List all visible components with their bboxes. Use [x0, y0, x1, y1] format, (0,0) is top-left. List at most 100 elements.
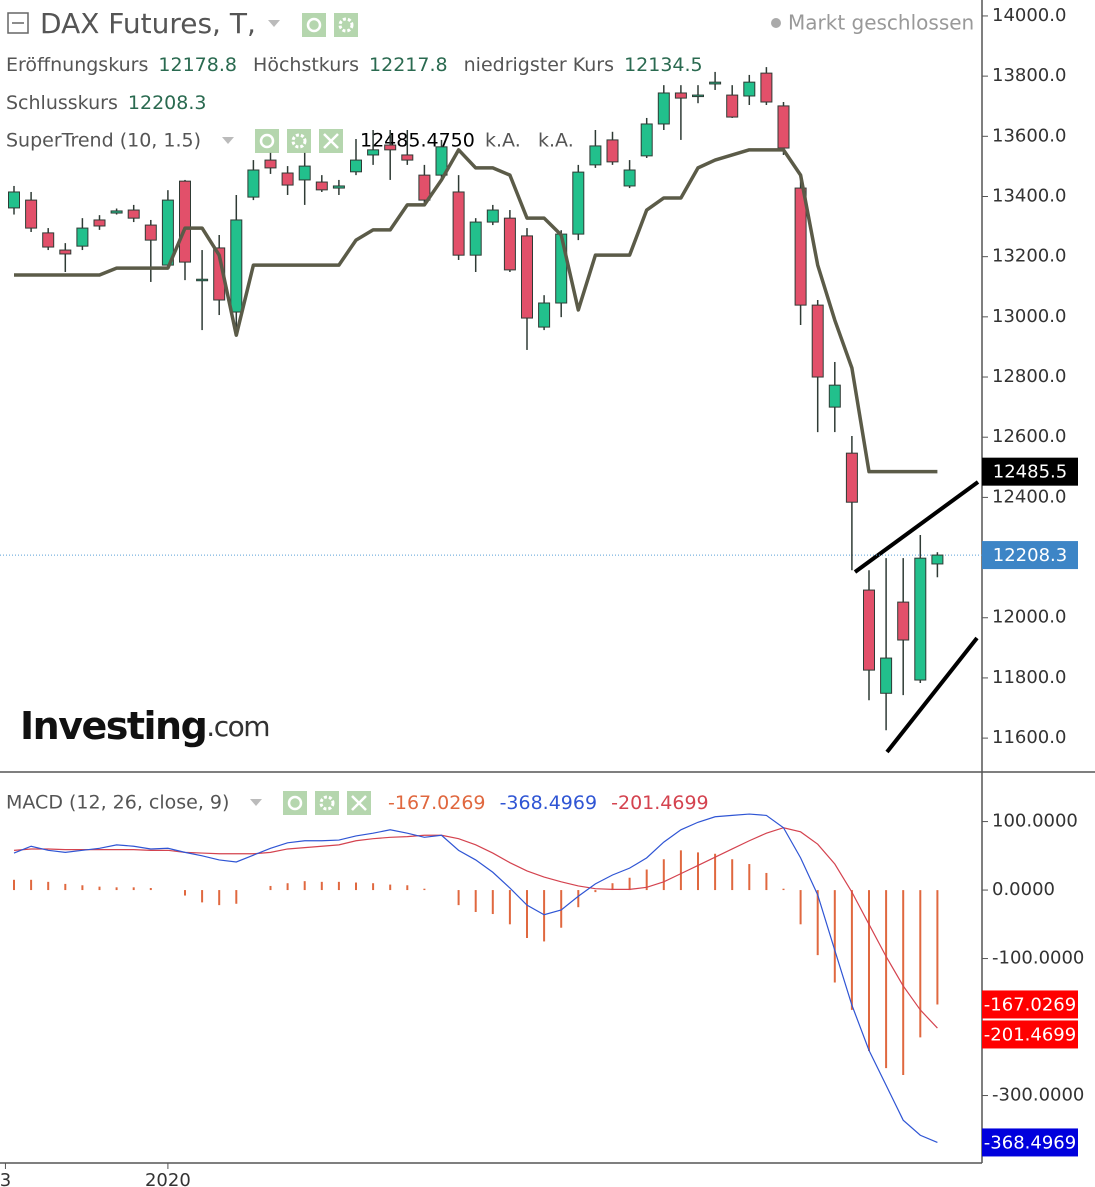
- histogram-tag-bg: [982, 990, 1078, 1019]
- y-tick-label: 12600.0: [992, 426, 1066, 447]
- settings-glyph: [338, 17, 354, 33]
- dropdown-icon[interactable]: [250, 799, 262, 806]
- candle-body: [538, 302, 551, 328]
- candle-body: [572, 171, 585, 235]
- visibility-glyph: [287, 795, 303, 811]
- low-value: 12134.5: [624, 54, 703, 76]
- macd-line: [13, 813, 938, 1144]
- high-label: Höchstkurs: [253, 54, 359, 76]
- candle-body: [657, 92, 670, 125]
- candle-body: [25, 199, 38, 229]
- market-status: Markt geschlossen: [788, 11, 974, 35]
- close-value: 12208.3: [128, 92, 207, 114]
- open-label: Eröffnungskurs: [6, 54, 148, 76]
- watermark: Investing.com: [20, 704, 269, 748]
- candle-body: [863, 589, 875, 671]
- candle-body: [8, 191, 20, 209]
- candle-body: [110, 210, 123, 214]
- supertrend-value: 12485.4750: [360, 130, 475, 152]
- candle-body: [127, 209, 140, 219]
- visibility-icon[interactable]: [302, 13, 326, 37]
- candle-body: [931, 554, 944, 565]
- trend-line[interactable]: [885, 636, 979, 754]
- y-tick-label: 13400.0: [992, 185, 1066, 206]
- supertrend-line: [14, 148, 938, 474]
- candle-body: [777, 105, 790, 149]
- candle-body: [726, 94, 739, 118]
- last-price-tag-bg: [982, 541, 1078, 570]
- histogram-value: -167.0269: [388, 792, 486, 814]
- candle-body: [503, 217, 516, 271]
- candle-body: [897, 601, 910, 641]
- close-legend: Schlusskurs 12208.3: [6, 92, 206, 114]
- supertrend-tag-bg: [982, 457, 1078, 486]
- candle-body: [589, 145, 602, 166]
- dropdown-icon[interactable]: [222, 137, 234, 144]
- candle-body: [640, 123, 653, 157]
- candle-body: [811, 304, 824, 378]
- settings-glyph: [291, 133, 307, 149]
- candle-body: [59, 249, 72, 255]
- candle-body: [247, 169, 260, 198]
- macd-tag-bg: [982, 1128, 1078, 1157]
- settings-icon[interactable]: [334, 13, 358, 37]
- candle-body: [435, 146, 448, 176]
- y-tick-label: 12800.0: [992, 366, 1066, 387]
- close-label: Schlusskurs: [6, 92, 118, 114]
- histogram-tag: -167.0269: [984, 994, 1076, 1015]
- candle-body: [880, 657, 893, 694]
- candle-body: [418, 174, 431, 201]
- visibility-icon[interactable]: [283, 791, 307, 815]
- collapse-icon[interactable]: [7, 12, 29, 34]
- candle-body: [42, 232, 55, 248]
- dropdown-icon[interactable]: [268, 20, 280, 27]
- candle-body: [332, 185, 345, 189]
- settings-icon[interactable]: [287, 129, 311, 153]
- candle-body: [281, 172, 294, 186]
- trend-line[interactable]: [853, 480, 980, 574]
- high-value: 12217.8: [369, 54, 448, 76]
- supertrend-na: k.A.: [485, 130, 521, 152]
- macd-values: -167.0269 -368.4969 -201.4699: [388, 792, 709, 814]
- candle-body: [521, 235, 533, 319]
- y-tick-label: 13800.0: [992, 65, 1066, 86]
- y-tick-label: 13600.0: [992, 125, 1066, 146]
- remove-glyph: [323, 133, 339, 149]
- y-tick-label: -300.0000: [992, 1085, 1084, 1106]
- y-tick-label: 11600.0: [992, 727, 1066, 748]
- candle-body: [743, 81, 756, 97]
- candle-body: [486, 209, 499, 223]
- y-tick-label: 13000.0: [992, 306, 1066, 327]
- candle-body: [845, 452, 858, 503]
- y-tick-label: -100.0000: [992, 948, 1084, 969]
- remove-glyph: [351, 795, 367, 811]
- candle-body: [914, 557, 927, 681]
- y-tick-label: 100.0000: [992, 811, 1078, 832]
- macd-value: -368.4969: [500, 792, 598, 814]
- signal-tag: -201.4699: [984, 1024, 1076, 1045]
- candle-body: [469, 221, 482, 256]
- y-tick-label: 0.0000: [992, 879, 1055, 900]
- y-tick-label: 12400.0: [992, 486, 1066, 507]
- watermark-brand: Investing: [20, 704, 206, 748]
- settings-icon[interactable]: [315, 791, 339, 815]
- supertrend-na: k.A.: [538, 130, 574, 152]
- signal-value: -201.4699: [611, 792, 709, 814]
- candle-body: [401, 154, 414, 161]
- settings-glyph: [319, 795, 335, 811]
- macd-legend: MACD (12, 26, close, 9): [6, 792, 229, 814]
- candle-body: [828, 384, 841, 408]
- candle-body: [315, 181, 328, 191]
- visibility-icon[interactable]: [255, 129, 279, 153]
- chart-title: DAX Futures, T,: [40, 7, 256, 40]
- candle-body: [264, 159, 277, 169]
- candle-body: [623, 169, 636, 187]
- macd-tag: -368.4969: [984, 1132, 1076, 1153]
- y-tick-label: 14000.0: [992, 5, 1066, 26]
- x-tick-label: 3: [0, 1170, 11, 1187]
- y-tick-label: 12000.0: [992, 607, 1066, 628]
- supertrend-tag: 12485.5: [993, 462, 1067, 483]
